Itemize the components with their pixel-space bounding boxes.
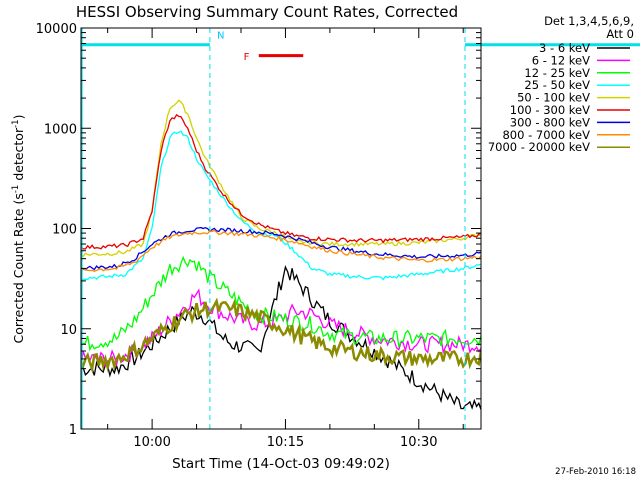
series-layer bbox=[81, 99, 481, 410]
y-label-main: Corrected Count Rate (s bbox=[11, 193, 26, 343]
footer-timestamp: 27-Feb-2010 16:18 bbox=[555, 467, 636, 477]
legend-entry-label: 6 - 12 keV bbox=[532, 53, 590, 67]
legend-header-2: Att 0 bbox=[606, 27, 634, 41]
legend-header-1: Det 1,3,4,5,6,9, bbox=[544, 14, 634, 28]
series-line-3 bbox=[81, 255, 481, 352]
y-tick-label: 10000 bbox=[36, 22, 77, 37]
y-label-end: ) bbox=[11, 115, 26, 120]
y-label-mid: detector bbox=[11, 127, 26, 185]
legend-entry-label: 300 - 800 keV bbox=[510, 115, 590, 129]
y-tick-label: 10 bbox=[60, 323, 77, 338]
series-line-5 bbox=[81, 99, 481, 258]
legend-entry-label: 800 - 7000 keV bbox=[502, 128, 590, 142]
legend-entry-label: 100 - 300 keV bbox=[510, 103, 590, 117]
legend-entry-label: 12 - 25 keV bbox=[524, 66, 590, 80]
x-axis-label: Start Time (14-Oct-03 09:49:02) bbox=[172, 456, 390, 472]
series-line-6 bbox=[81, 113, 481, 250]
y-tick-label: 100 bbox=[52, 223, 77, 238]
y-tick-label: 1000 bbox=[44, 122, 77, 137]
axes-layer: 1 10 100 1000 10000 10:00 10:15 10:30 bbox=[36, 22, 481, 450]
series-line-8 bbox=[81, 229, 481, 273]
series-line-4 bbox=[81, 130, 481, 281]
plot-background bbox=[81, 28, 481, 429]
x-tick-label: 10:00 bbox=[133, 435, 170, 450]
y-axis-label: Corrected Count Rate (s-1 detector-1) bbox=[11, 115, 26, 344]
flare-marker-label: F bbox=[244, 52, 250, 63]
x-tick-label: 10:30 bbox=[400, 435, 437, 450]
chart-title: HESSI Observing Summary Count Rates, Cor… bbox=[76, 3, 458, 21]
x-tick-label: 10:15 bbox=[267, 435, 304, 450]
series-line-7 bbox=[81, 226, 481, 271]
y-tick-label: 1 bbox=[69, 423, 77, 438]
series-line-9 bbox=[81, 297, 481, 374]
legend-entry-label: 7000 - 20000 keV bbox=[488, 140, 590, 154]
night-marker-label: N bbox=[217, 30, 224, 41]
y-label-sup2: -1 bbox=[11, 119, 21, 127]
legend-entry-label: 3 - 6 keV bbox=[539, 41, 590, 55]
legend-entry-label: 50 - 100 keV bbox=[517, 91, 590, 105]
legend-entry-label: 25 - 50 keV bbox=[524, 78, 590, 92]
y-label-sup1: -1 bbox=[11, 185, 21, 193]
series-line-2 bbox=[81, 288, 481, 369]
